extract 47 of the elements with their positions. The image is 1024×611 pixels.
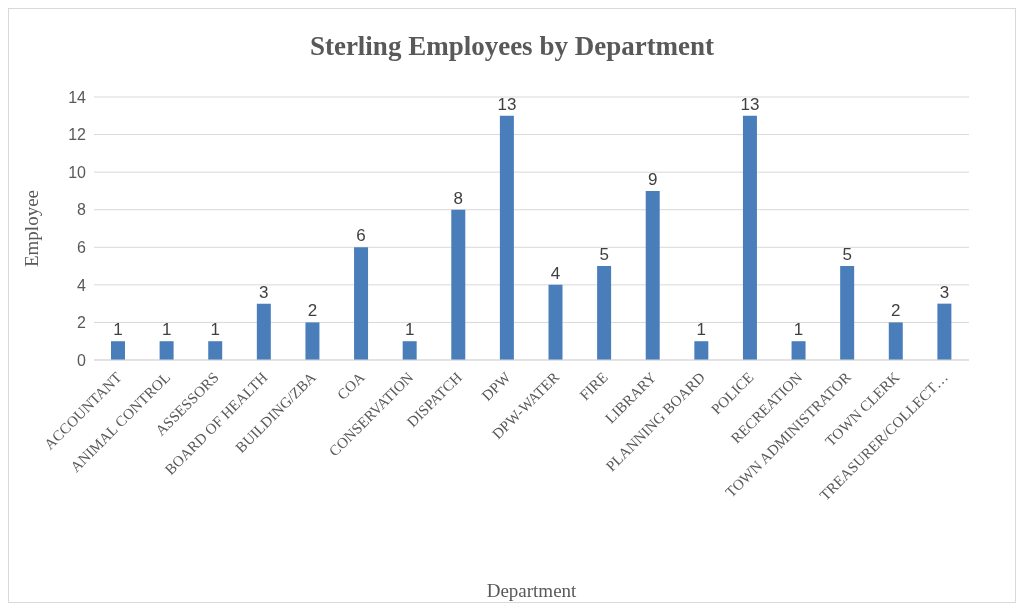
bar [499,115,514,360]
data-label: 13 [740,94,760,114]
bar [111,341,125,360]
bar [645,190,660,360]
bar [791,341,806,360]
data-label: 1 [404,320,415,340]
bar [451,209,466,360]
bar [208,341,223,360]
bar [402,341,417,360]
data-label: 9 [647,169,658,189]
y-tick-label: 6 [77,238,87,256]
data-label: 1 [793,320,804,340]
bar [159,341,174,360]
data-label: 1 [210,320,220,340]
data-label: 3 [259,282,269,302]
data-label: 1 [113,320,123,340]
data-label: 1 [696,320,707,340]
bar [305,322,320,360]
data-label: 1 [161,320,172,340]
bar [548,284,563,360]
y-tick-label: 12 [68,126,87,144]
x-axis-title: Department [486,580,578,601]
y-tick-label: 10 [68,163,87,181]
data-label: 5 [842,245,852,265]
bar [694,341,709,360]
bar [840,266,855,360]
bar [256,303,271,360]
chart-title: Sterling Employees by Department [308,30,716,63]
data-label: 6 [356,226,366,246]
data-label: 2 [307,301,318,321]
bar [888,322,903,360]
data-label: 4 [550,263,561,283]
data-label: 5 [599,245,609,265]
y-tick-label: 8 [77,201,87,219]
y-tick-label: 2 [77,314,87,332]
y-tick-label: 4 [77,276,87,294]
data-label: 8 [453,188,464,208]
y-tick-label: 0 [77,351,87,369]
y-tick-label: 14 [68,88,87,106]
bar [597,266,612,360]
data-label: 3 [939,282,950,302]
bar [742,115,757,360]
y-axis-title: Employee [20,189,42,268]
bar [937,303,952,360]
data-label: 2 [891,301,901,321]
bar [354,247,369,360]
data-label: 13 [497,94,517,114]
